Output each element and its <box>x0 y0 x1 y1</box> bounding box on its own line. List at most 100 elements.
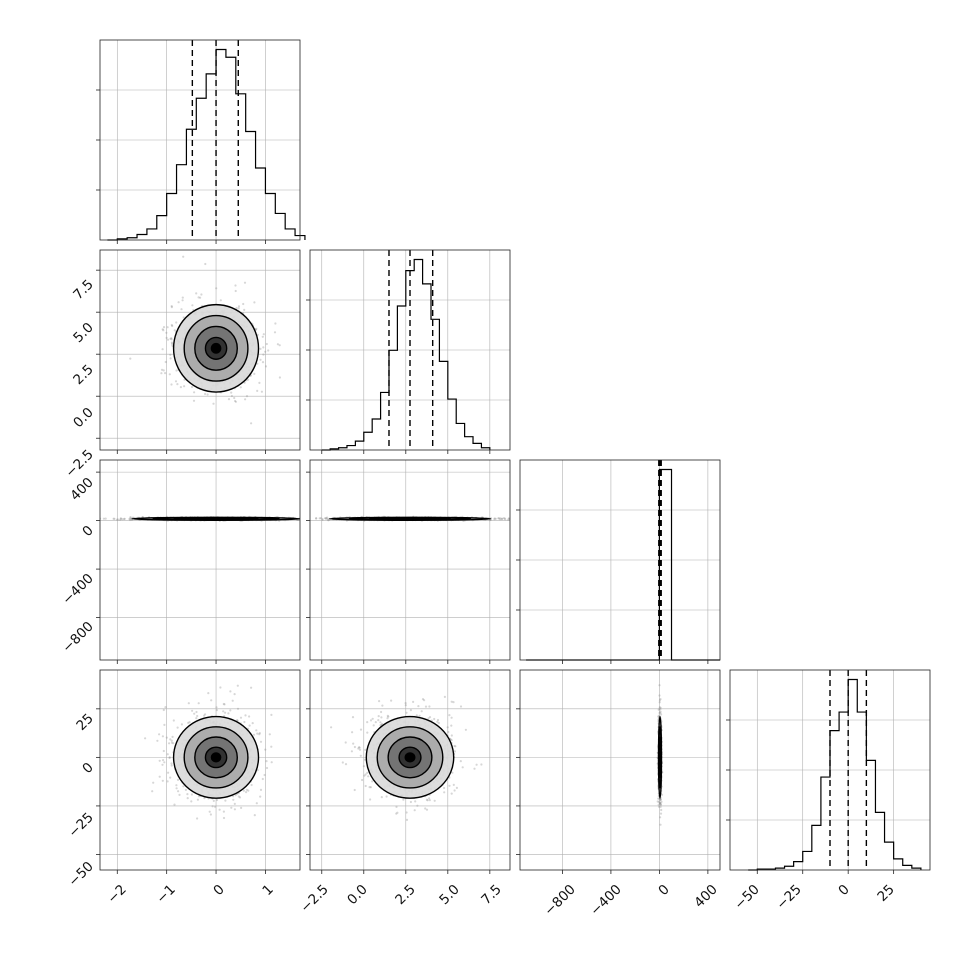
sample-point <box>179 386 182 389</box>
sample-point <box>172 719 175 722</box>
sample-point <box>182 255 185 258</box>
density-panel-param-0-vs-2 <box>80 459 301 664</box>
sample-point <box>129 518 132 522</box>
sample-point <box>450 739 453 742</box>
sample-point <box>219 299 222 302</box>
sample-point <box>265 760 268 763</box>
sample-point <box>176 778 180 782</box>
panel-frame <box>309 669 511 871</box>
sample-point <box>177 790 180 793</box>
sample-point <box>169 776 172 779</box>
sample-point <box>659 823 662 826</box>
sample-point <box>428 705 431 708</box>
sample-point <box>253 301 256 304</box>
sample-point <box>262 333 265 336</box>
sample-point <box>166 326 169 329</box>
sample-point <box>450 734 453 737</box>
sample-point <box>234 289 237 293</box>
contour-line <box>365 715 455 799</box>
sample-point <box>224 799 227 802</box>
sample-point <box>433 717 436 721</box>
sample-point <box>364 748 367 752</box>
density-peak <box>210 342 222 354</box>
sample-point <box>158 759 161 762</box>
sample-point <box>420 710 423 713</box>
sample-point <box>250 422 253 425</box>
sample-point <box>203 714 206 717</box>
sample-point <box>500 518 503 521</box>
sample-point <box>371 780 374 783</box>
sample-point <box>436 720 439 723</box>
sample-point <box>233 808 236 811</box>
sample-point <box>204 262 207 266</box>
sample-point <box>424 705 428 708</box>
sample-point <box>366 731 369 734</box>
sample-point <box>160 368 164 371</box>
sample-point <box>452 701 455 704</box>
sample-point <box>508 517 510 521</box>
sample-point <box>387 715 390 718</box>
sample-point <box>195 710 198 714</box>
sample-point <box>164 706 167 709</box>
sample-point <box>660 808 663 812</box>
sample-point <box>243 381 246 384</box>
sample-point <box>451 771 454 774</box>
contour-line <box>204 336 228 360</box>
sample-point <box>658 801 661 804</box>
sample-point <box>129 357 132 360</box>
sample-point <box>207 692 210 695</box>
panel-frame <box>519 459 721 661</box>
sample-point <box>104 517 107 520</box>
sample-point <box>171 344 174 347</box>
sample-point <box>165 336 168 339</box>
sample-point <box>507 518 510 521</box>
sample-point <box>165 331 168 334</box>
sample-point <box>235 306 238 310</box>
sample-point <box>170 762 173 765</box>
sample-point <box>413 809 416 812</box>
panel-frame <box>309 459 511 661</box>
sample-point <box>267 349 270 352</box>
sample-point <box>248 724 251 727</box>
sample-point <box>255 327 258 330</box>
sample-point <box>184 788 187 792</box>
sample-point <box>204 713 207 716</box>
sample-point <box>164 372 167 375</box>
sample-point <box>395 805 398 809</box>
sample-point <box>161 735 164 738</box>
sample-point <box>193 391 196 394</box>
sample-point <box>224 711 227 714</box>
sample-point <box>264 350 267 353</box>
sample-point <box>405 818 409 822</box>
sample-point <box>234 399 237 403</box>
sample-point <box>253 372 256 375</box>
sample-point <box>453 789 456 792</box>
sample-point <box>245 788 248 791</box>
sample-point <box>168 373 171 376</box>
sample-point <box>166 780 169 783</box>
density-panel-param-0-vs-3 <box>96 669 301 874</box>
sample-point <box>402 798 405 801</box>
sample-point <box>128 517 131 521</box>
sample-point <box>168 742 171 745</box>
contour-line <box>172 715 260 799</box>
sample-point <box>424 807 427 810</box>
sample-point <box>498 518 502 521</box>
sample-point <box>80 516 82 518</box>
sample-point <box>116 518 119 521</box>
sample-point <box>326 516 329 519</box>
sample-point <box>256 732 259 735</box>
sample-point <box>210 699 213 702</box>
sample-point <box>123 517 126 521</box>
sample-point <box>120 517 123 520</box>
contour-line <box>194 325 238 371</box>
sample-point <box>324 517 327 520</box>
sample-point <box>175 784 178 787</box>
sample-point <box>170 338 173 341</box>
sample-point <box>659 812 663 815</box>
sample-point <box>358 746 361 749</box>
sample-point <box>259 740 263 743</box>
sample-point <box>353 745 356 749</box>
sample-point <box>417 705 420 708</box>
sample-point <box>180 308 183 311</box>
